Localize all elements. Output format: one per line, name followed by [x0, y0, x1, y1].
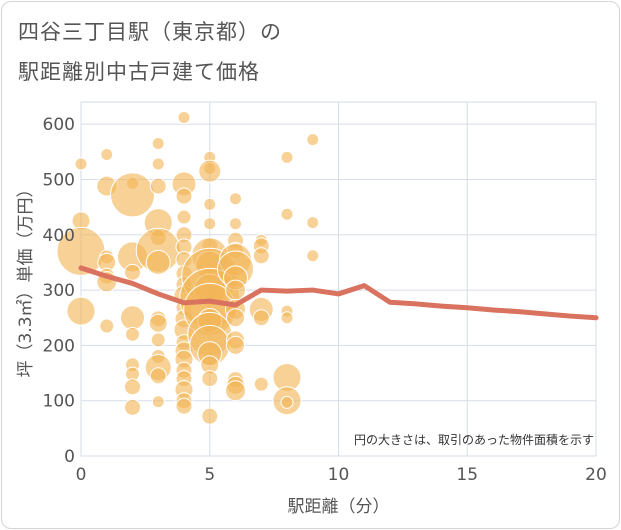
data-bubble — [253, 376, 269, 392]
data-bubble — [176, 209, 192, 225]
chart-title-line-2: 駅距離別中古戸建て価格 — [18, 60, 260, 84]
x-tick-label: 5 — [204, 465, 215, 485]
y-tick-label: 0 — [64, 447, 75, 467]
data-bubble — [306, 216, 320, 230]
data-bubble — [110, 172, 155, 218]
x-axis-ticks: 0 5 10 15 20 — [76, 465, 607, 485]
data-bubble — [252, 309, 270, 327]
data-bubble — [280, 150, 294, 164]
y-tick-label: 200 — [43, 336, 75, 356]
x-tick-label: 0 — [76, 465, 87, 485]
average-price-line — [78, 265, 599, 321]
data-bubble — [280, 395, 294, 409]
data-bubble — [74, 157, 88, 171]
y-axis-ticks: 0 100 200 300 400 500 600 — [43, 115, 75, 467]
data-bubble — [151, 136, 165, 150]
data-bubble — [120, 305, 145, 331]
data-bubble — [226, 335, 245, 355]
data-bubble — [124, 263, 141, 281]
data-bubble — [225, 279, 246, 301]
data-bubble — [124, 378, 141, 396]
data-bubble — [203, 197, 217, 211]
plot-border — [80, 101, 597, 457]
data-bubble — [201, 370, 219, 388]
data-bubble — [149, 177, 167, 195]
y-tick-label: 400 — [43, 226, 75, 246]
data-bubble — [252, 247, 270, 265]
data-bubble — [149, 367, 167, 385]
data-bubble — [99, 318, 115, 334]
y-tick-label: 100 — [43, 392, 75, 412]
y-tick-label: 300 — [43, 281, 75, 301]
data-bubble — [306, 133, 320, 147]
data-bubble — [66, 296, 96, 326]
data-bubble — [125, 326, 140, 342]
data-bubble — [203, 217, 217, 231]
data-bubble — [280, 311, 294, 325]
data-bubble — [145, 249, 171, 275]
y-tick-label: 500 — [43, 170, 75, 190]
y-axis-title: 坪（3.3㎡）単価（万円） — [16, 180, 36, 377]
data-bubble — [198, 159, 222, 183]
data-bubble — [151, 395, 165, 409]
data-bubble — [229, 217, 242, 231]
data-bubble — [100, 148, 114, 162]
data-bubble — [226, 308, 245, 328]
data-bubble — [175, 397, 193, 415]
x-tick-label: 20 — [585, 465, 607, 485]
data-bubble — [175, 187, 193, 205]
average-line-series — [78, 265, 599, 321]
data-bubble — [201, 407, 219, 425]
x-tick-label: 15 — [456, 465, 478, 485]
bubble-size-note: 円の大きさは、取引のあった物件面積を示す — [354, 432, 594, 447]
data-bubble — [151, 157, 165, 171]
data-bubble — [280, 207, 294, 221]
data-bubble — [177, 110, 191, 124]
bubble-series — [56, 110, 320, 425]
data-bubble — [150, 332, 166, 348]
x-axis-title: 駅距離（分） — [288, 497, 390, 517]
data-bubble — [225, 380, 246, 402]
chart-title-line-1: 四谷三丁目駅（東京都）の — [18, 20, 282, 44]
data-bubble — [306, 249, 320, 263]
data-bubble — [148, 313, 168, 333]
data-bubble — [229, 192, 242, 206]
data-bubble — [124, 398, 141, 416]
y-tick-label: 600 — [43, 115, 75, 135]
x-tick-label: 10 — [328, 465, 350, 485]
